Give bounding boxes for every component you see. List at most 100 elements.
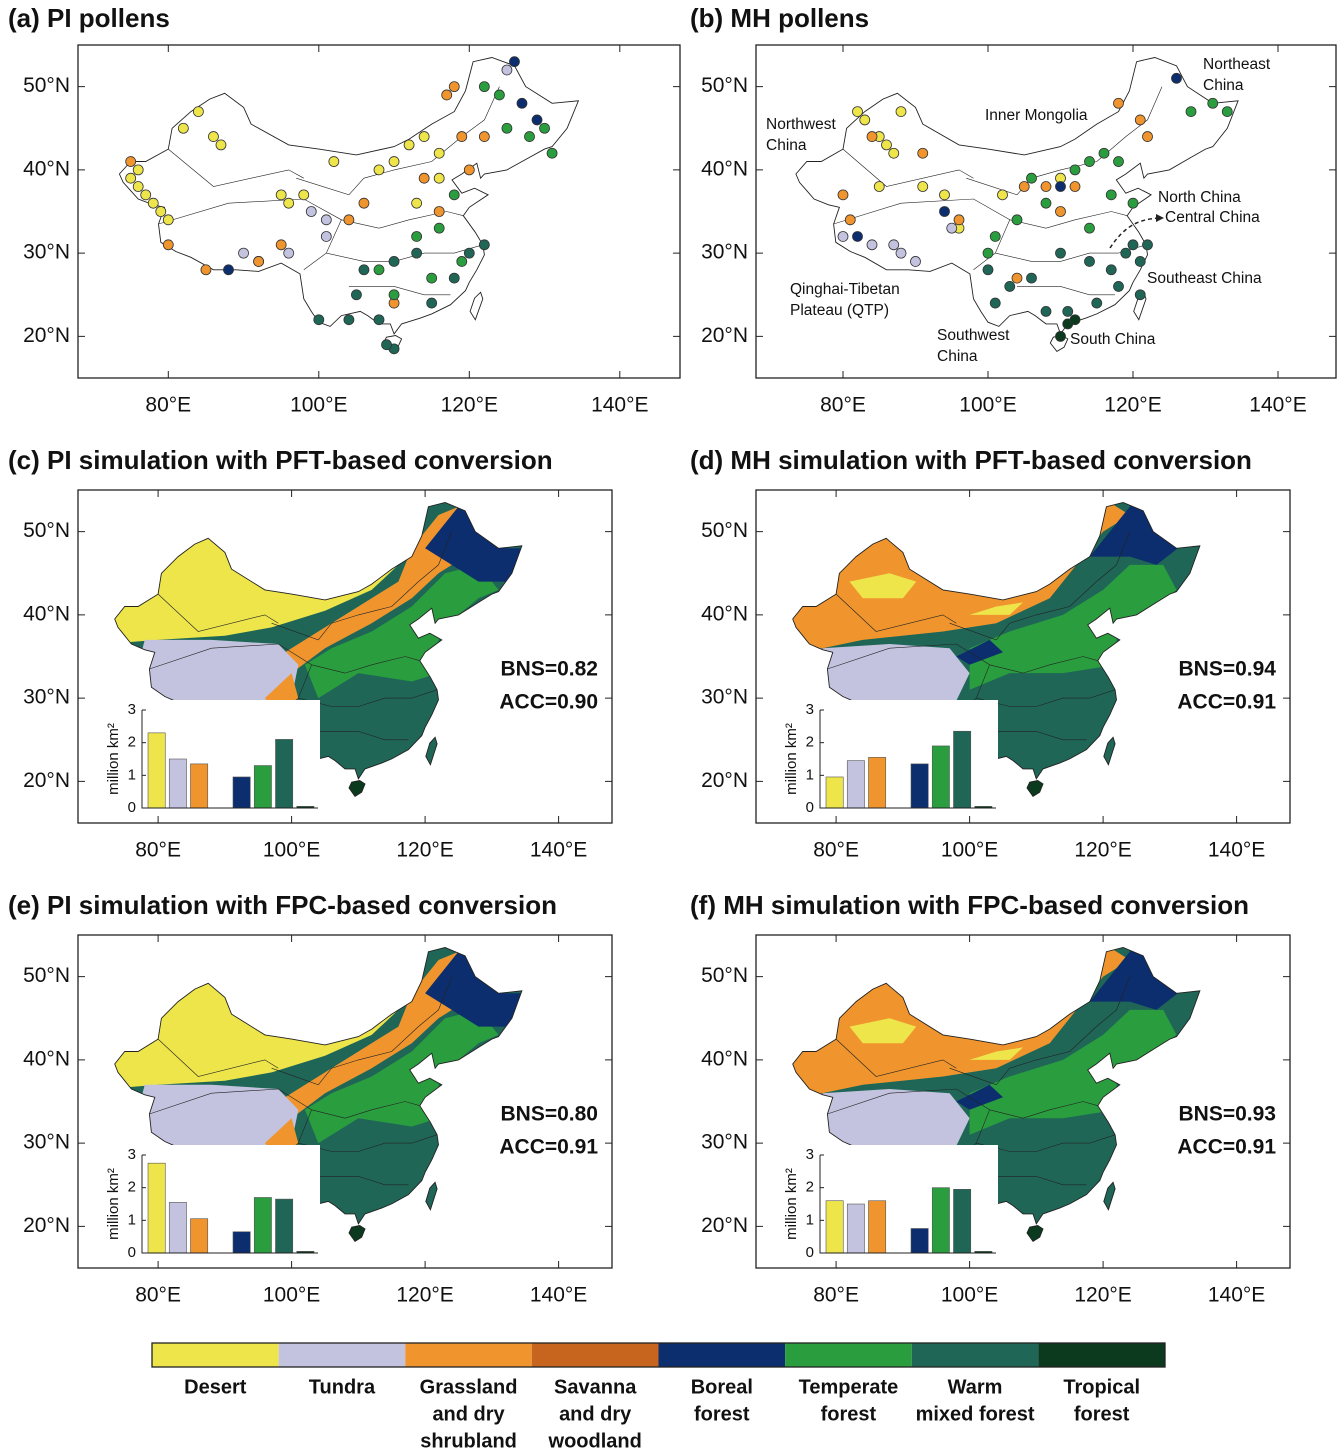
inset-bar (276, 739, 293, 808)
pollen-site (329, 157, 339, 167)
pollen-site (412, 248, 422, 258)
x-tick-label: 120°E (396, 1284, 453, 1307)
pollen-site (276, 190, 286, 200)
legend-label: Warm (948, 1376, 1003, 1398)
pollen-site (156, 207, 166, 217)
pollen-site (947, 223, 957, 233)
pollen-site (306, 207, 316, 217)
pollen-site (998, 190, 1008, 200)
pollen-site (1070, 182, 1080, 192)
inset-bar (869, 1201, 886, 1253)
y-tick-label: 20°N (701, 769, 748, 792)
pollen-site (1128, 240, 1138, 250)
x-tick-label: 140°E (1208, 839, 1265, 862)
region-label: Qinghai-Tibetan (790, 281, 900, 298)
pollen-site (532, 115, 542, 125)
y-tick-label: 20°N (23, 1214, 70, 1237)
region-label: South China (1070, 331, 1156, 348)
pollen-site (918, 182, 928, 192)
pollen-site (389, 290, 399, 300)
pollen-site (540, 123, 550, 133)
inset-bar (826, 777, 843, 808)
y-tick-label: 50°N (23, 74, 70, 97)
x-tick-label: 100°E (290, 394, 347, 417)
region-label: Southwest (937, 327, 1010, 344)
pollen-site (163, 215, 173, 225)
pollen-site (284, 198, 294, 208)
pollen-site (457, 132, 467, 142)
pollen-site (1063, 306, 1073, 316)
inset-bar (169, 759, 186, 808)
y-tick-label: 40°N (23, 1047, 70, 1070)
pollen-site (1143, 240, 1153, 250)
pollen-site (1056, 248, 1066, 258)
pollen-site (867, 240, 877, 250)
pollen-site (1070, 315, 1080, 325)
inset-tick-label: 0 (128, 799, 136, 816)
x-tick-label: 140°E (591, 394, 648, 417)
figure: (a) PI pollens80°E100°E120°E140°E20°N30°… (0, 0, 1340, 1454)
pollen-site (502, 65, 512, 75)
legend-label: Grassland (420, 1376, 518, 1398)
legend-swatch (912, 1343, 1039, 1367)
pollen-site (374, 315, 384, 325)
legend-label: forest (821, 1403, 877, 1425)
region-label: China (766, 137, 807, 154)
x-tick-label: 100°E (959, 394, 1016, 417)
pollen-site (1041, 182, 1051, 192)
x-tick-label: 100°E (941, 1284, 998, 1307)
pollen-site (133, 165, 143, 175)
pollen-site (201, 265, 211, 275)
pollen-site (1186, 107, 1196, 117)
region-label: Northeast (1203, 56, 1271, 73)
y-tick-label: 50°N (23, 519, 70, 542)
pollen-site (464, 165, 474, 175)
pollen-site (1012, 273, 1022, 283)
pollen-site (321, 231, 331, 241)
map-frame (78, 45, 680, 378)
inset-bar (148, 1163, 165, 1253)
pollen-site (359, 198, 369, 208)
pollen-site (434, 223, 444, 233)
pollen-site (983, 265, 993, 275)
pollen-site (359, 265, 369, 275)
pollen-site (1027, 273, 1037, 283)
pollen-site (1005, 281, 1015, 291)
x-tick-label: 80°E (135, 839, 181, 862)
pollen-site (1208, 98, 1218, 108)
y-tick-label: 40°N (23, 157, 70, 180)
pollen-site (321, 215, 331, 225)
inset-tick-label: 3 (806, 701, 814, 718)
pollen-site (1019, 182, 1029, 192)
pollen-site (954, 215, 964, 225)
pollen-site (1135, 290, 1145, 300)
y-tick-label: 50°N (701, 964, 748, 987)
inset-bar (148, 733, 165, 808)
pollen-site (1135, 115, 1145, 125)
panel-title: (d) MH simulation with PFT-based convers… (690, 445, 1252, 475)
pollen-site (389, 256, 399, 266)
pollen-site (1114, 281, 1124, 291)
inset-ylabel: million km² (105, 723, 122, 795)
y-tick-label: 20°N (23, 769, 70, 792)
inset-bar (954, 731, 971, 808)
pollen-site (1121, 248, 1131, 258)
inset-bar (932, 746, 949, 808)
score-annotation: ACC=0.91 (1177, 691, 1276, 714)
pollen-site (344, 215, 354, 225)
pollen-site (853, 231, 863, 241)
legend-label: and dry (432, 1403, 505, 1425)
legend-label: Boreal (691, 1376, 753, 1398)
pollen-site (126, 173, 136, 183)
pollen-site (1027, 173, 1037, 183)
pollen-site (874, 182, 884, 192)
inset-bar (191, 1219, 208, 1253)
pollen-site (1070, 165, 1080, 175)
legend-label: Desert (184, 1376, 247, 1398)
y-tick-label: 40°N (701, 1047, 748, 1070)
pollen-site (434, 207, 444, 217)
pollen-site (1085, 223, 1095, 233)
panel-title: (b) MH pollens (690, 3, 869, 33)
pollen-site (911, 256, 921, 266)
y-tick-label: 50°N (701, 519, 748, 542)
